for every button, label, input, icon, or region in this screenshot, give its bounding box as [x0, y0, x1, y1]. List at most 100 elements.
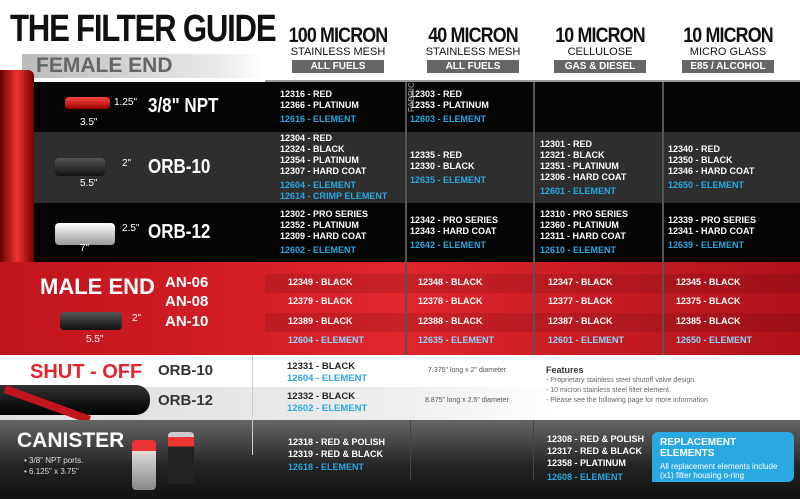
fitting-label: ORB-10	[148, 155, 211, 178]
fitting-label: AN-06	[165, 274, 209, 291]
dimension-length: 5.5"	[80, 177, 98, 189]
filter-part: 12317 - RED & BLACK	[547, 446, 643, 456]
canister-spec: • 3/8" NPT ports.	[24, 456, 84, 465]
female-end-heading: FEMALE END	[22, 54, 262, 78]
shut-off-title: SHUT - OFF	[30, 361, 143, 383]
column-divider	[405, 82, 407, 355]
page-title: THE FILTER GUIDE	[10, 8, 277, 50]
canister-title: CANISTER	[17, 429, 125, 452]
fabric-tag: FABRIC	[407, 82, 416, 112]
filter-image	[65, 97, 110, 109]
fuel-badge: ALL FUELS	[427, 60, 519, 73]
replacement-elements-callout: REPLACEMENT ELEMENTS All replacement elem…	[652, 432, 794, 482]
part-cell	[668, 82, 793, 132]
element-part: 12650 - ELEMENT	[668, 180, 745, 190]
dimension-length: 5.5"	[86, 334, 104, 345]
element-part: 12604 - ELEMENT	[287, 373, 368, 384]
column-header: 100 MICRON STAINLESS MESH ALL FUELS	[288, 24, 388, 73]
size-note: 7.375" long x 2" diameter	[428, 367, 507, 374]
dimension-height: 2.5"	[122, 222, 140, 234]
column-divider	[252, 355, 253, 455]
fuel-badge: GAS & DIESEL	[554, 60, 646, 73]
filter-part: 12335 - RED	[410, 149, 463, 160]
element-part: 12650 - ELEMENT	[676, 335, 753, 345]
canister-image-black	[168, 432, 194, 484]
filter-part: 12366 - PLATINUM	[280, 100, 359, 110]
header-divider	[265, 80, 800, 82]
filter-part: 12308 - RED & POLISH	[547, 434, 645, 444]
filter-part: 12307 - HARD COAT	[280, 166, 367, 176]
element-part: 12635 - ELEMENT	[418, 335, 495, 345]
callout-text: All replacement elements include (x1) fi…	[660, 462, 778, 480]
callout-title: REPLACEMENT ELEMENTS	[660, 437, 737, 459]
filter-part: 12309 - HARD COAT	[280, 231, 367, 241]
filter-image	[55, 157, 105, 176]
filter-part: 12388 - BLACK	[418, 316, 483, 326]
filter-part: 12378 - BLACK	[418, 296, 483, 306]
male-row-band	[265, 274, 800, 293]
element-part: 12614 - CRIMP ELEMENT	[280, 191, 388, 201]
column-divider	[410, 420, 411, 480]
filter-part: 12331 - BLACK	[287, 361, 356, 372]
filter-part: 12353 - PLATINUM	[410, 100, 489, 110]
element-part: 12601 - ELEMENT	[548, 335, 625, 345]
dimension-length: 3.5"	[80, 117, 98, 128]
column-divider	[533, 82, 535, 355]
part-cell: 12316 - RED 12366 - PLATINUM 12616 - ELEME…	[280, 82, 405, 132]
filter-part: 12342 - PRO SERIES	[410, 214, 499, 225]
filter-part: 12377 - BLACK	[548, 296, 613, 306]
part-cell: 12310 - PRO SERIES 12360 - PLATINUM 12311 …	[540, 203, 665, 262]
element-part: 12610 - ELEMENT	[540, 245, 617, 255]
male-end-title: MALE END	[40, 274, 155, 299]
filter-part: 12354 - PLATINUM	[280, 155, 359, 165]
male-end-section	[0, 262, 800, 355]
filter-part: 12351 - PLATINUM	[540, 160, 619, 171]
filter-part: 12310 - PRO SERIES	[540, 209, 629, 219]
element-part: 12604 - ELEMENT	[288, 335, 365, 345]
size-note: 8.875" long x 2.5" diameter	[425, 397, 509, 404]
element-part: 12601 - ELEMENT	[540, 185, 617, 196]
filter-part: 12330 - BLACK	[410, 160, 475, 171]
element-part: 12608 - ELEMENT	[547, 472, 624, 482]
filter-part: 12318 - RED & POLISH	[288, 437, 386, 447]
part-cell: 12335 - RED 12330 - BLACK 12635 - ELEMENT	[410, 132, 535, 203]
column-divider	[533, 420, 534, 480]
filter-part: 12304 - RED	[280, 133, 333, 143]
column-header: 10 MICRON CELLULOSE GAS & DIESEL	[554, 24, 646, 73]
filter-part: 12375 - BLACK	[676, 296, 741, 306]
filter-part: 12302 - PRO SERIES	[280, 209, 369, 219]
dimension-length: 7"	[80, 242, 90, 254]
filter-image-large	[0, 70, 34, 270]
filter-part: 12385 - BLACK	[676, 316, 741, 326]
column-header: 40 MICRON STAINLESS MESH ALL FUELS	[425, 24, 521, 73]
filter-part: 12349 - BLACK	[288, 277, 353, 287]
part-cell: 12340 - RED 12350 - BLACK 12346 - HARD COA…	[668, 132, 793, 203]
filter-part: 12358 - PLATINUM	[547, 458, 626, 468]
filter-part: 12316 - RED	[280, 89, 333, 99]
fitting-label: ORB-12	[158, 392, 214, 409]
filter-part: 12301 - RED	[540, 138, 593, 149]
fuel-badge: ALL FUELS	[292, 60, 384, 73]
part-cell: 12339 - PRO SERIES 12341 - HARD COAT 12639…	[668, 203, 793, 262]
part-cell	[540, 82, 665, 132]
element-part: 12603 - ELEMENT	[410, 114, 487, 124]
feature-item: - Proprietary stainless steel shutoff va…	[546, 377, 697, 384]
part-cell: 12301 - RED 12321 - BLACK 12351 - PLATINUM…	[540, 132, 665, 203]
filter-part: 12324 - BLACK	[280, 144, 345, 154]
filter-part: 12340 - RED	[668, 144, 721, 154]
filter-part: 12352 - PLATINUM	[280, 220, 359, 230]
filter-part: 12303 - RED	[410, 89, 463, 99]
column-header: 10 MICRON MICRO GLASS E85 / ALCOHOL	[682, 24, 774, 73]
filter-part: 12343 - HARD COAT	[410, 225, 497, 236]
header: THE FILTER GUIDE FEMALE END 100 MICRON ST…	[0, 0, 800, 82]
filter-part: 12311 - HARD COAT	[540, 231, 626, 241]
filter-part: 12346 - HARD COAT	[668, 166, 755, 176]
filter-part: 12339 - PRO SERIES	[668, 214, 757, 225]
part-cell: 12304 - RED 12324 - BLACK 12354 - PLATINUM…	[280, 132, 405, 203]
filter-part: 12345 - BLACK	[676, 277, 741, 287]
part-cell: 12302 - PRO SERIES 12352 - PLATINUM 12309 …	[280, 203, 405, 262]
filter-image	[60, 312, 122, 330]
female-row	[0, 82, 800, 132]
element-part: 12618 - ELEMENT	[288, 462, 365, 472]
canister-image-polished	[132, 440, 156, 490]
